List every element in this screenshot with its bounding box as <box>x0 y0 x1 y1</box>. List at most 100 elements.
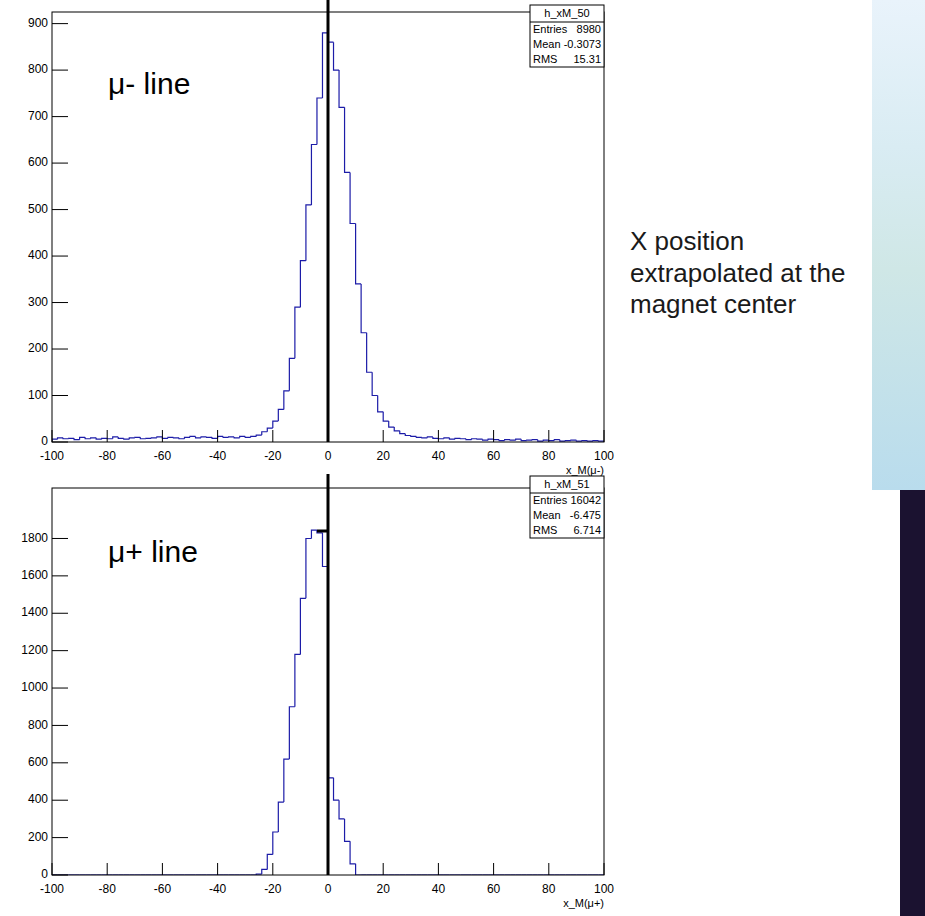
histogram-bin <box>234 436 240 438</box>
y-tick <box>52 302 68 303</box>
y-tick-label: 1200 <box>21 643 48 657</box>
histogram-bin <box>571 440 577 442</box>
histogram-bin <box>510 439 516 441</box>
x-tick-label: 100 <box>594 449 614 463</box>
histogram-bin <box>184 437 190 438</box>
y-tick-label: 600 <box>28 755 48 769</box>
x-tick-label: 100 <box>594 882 614 896</box>
y-tick-label: 1600 <box>21 568 48 582</box>
histogram-bin <box>334 42 340 70</box>
x-tick-label: -40 <box>209 449 227 463</box>
histogram-bin <box>240 436 246 437</box>
x-tick-label: 0 <box>325 882 332 896</box>
histogram-bin <box>267 428 273 432</box>
stats-title: h_xM_50 <box>544 7 589 19</box>
histogram-bin <box>422 437 428 439</box>
x-tick-label: -80 <box>99 882 117 896</box>
histogram-bin <box>262 432 268 435</box>
histogram-bin <box>317 98 323 144</box>
histogram-bin <box>565 440 571 442</box>
histogram-bin <box>543 440 549 442</box>
stats-value: -6.475 <box>570 509 601 521</box>
histogram-bin <box>229 436 235 438</box>
y-tick-label: 200 <box>28 830 48 844</box>
stats-value: 8980 <box>577 23 601 35</box>
y-tick-label: 200 <box>28 341 48 355</box>
histogram-bin <box>394 427 400 431</box>
histogram-bin <box>245 436 251 438</box>
histogram-bin <box>80 437 86 439</box>
stats-title: h_xM_51 <box>544 478 589 490</box>
histogram-bin <box>587 440 593 442</box>
histogram-bin <box>466 438 472 440</box>
histogram-bin <box>345 107 351 172</box>
stats-box <box>530 476 604 538</box>
y-tick <box>52 209 68 210</box>
histogram-bin <box>472 438 478 440</box>
histogram-bin <box>135 437 141 439</box>
x-tick <box>383 430 384 442</box>
background-decoration <box>900 490 925 916</box>
x-tick-label: -60 <box>154 882 172 896</box>
x-tick <box>107 430 108 442</box>
histogram-bin <box>389 421 395 427</box>
x-tick-label: -60 <box>154 449 172 463</box>
x-tick-label: 40 <box>432 449 446 463</box>
x-tick-label: 80 <box>542 882 556 896</box>
histogram-bin <box>278 802 284 832</box>
x-tick-label: -80 <box>99 449 117 463</box>
chart-canvas: 0100200300400500600700800900-100-80-60-4… <box>0 0 925 916</box>
x-tick <box>217 863 218 875</box>
histogram-bin <box>251 436 257 438</box>
histogram-bin <box>140 437 146 438</box>
x-tick <box>438 863 439 875</box>
histogram-bin <box>273 832 279 854</box>
histogram-bin <box>367 333 373 373</box>
histogram-bin <box>196 436 202 437</box>
annotation: μ- line <box>108 67 190 100</box>
histogram-bin <box>107 438 113 440</box>
histogram-bin <box>278 409 284 421</box>
y-tick <box>52 538 68 539</box>
histogram-bin <box>416 436 422 438</box>
x-tick <box>217 430 218 442</box>
stats-label: RMS <box>533 53 557 65</box>
histogram-bin <box>273 421 279 428</box>
histogram-bin <box>521 439 527 440</box>
histogram-bin <box>499 439 505 441</box>
histogram-bin <box>96 438 102 439</box>
x-tick <box>548 430 549 442</box>
x-tick <box>438 430 439 442</box>
x-tick-label: -100 <box>40 882 64 896</box>
x-tick-label: 60 <box>487 882 501 896</box>
histogram-bin <box>345 819 351 841</box>
histogram-bin <box>334 778 340 800</box>
x-tick-label: -40 <box>209 882 227 896</box>
histogram-bin <box>427 436 433 438</box>
histogram-bin <box>560 440 566 441</box>
histogram-bin <box>69 438 75 440</box>
histogram-bin <box>207 436 213 438</box>
histogram-bin <box>113 437 119 439</box>
x-tick <box>604 430 605 442</box>
histogram-bin <box>256 435 262 436</box>
y-tick <box>52 800 68 801</box>
histogram-bin <box>311 530 317 538</box>
x-tick <box>162 430 163 442</box>
x-tick <box>604 863 605 875</box>
histogram-bin <box>311 144 317 204</box>
y-tick <box>52 442 68 443</box>
histogram-bin <box>201 436 207 438</box>
x-tick <box>493 863 494 875</box>
stats-value: -0.3073 <box>564 38 601 50</box>
x-tick <box>272 430 273 442</box>
stats-value: 16042 <box>570 494 601 506</box>
y-tick <box>52 725 68 726</box>
y-tick <box>52 395 68 396</box>
y-tick-label: 600 <box>28 155 48 169</box>
histogram-bin <box>162 437 168 438</box>
histogram-bin <box>527 440 533 442</box>
histogram-bin <box>378 396 384 412</box>
x-tick <box>52 863 53 875</box>
histogram-bin <box>157 436 163 438</box>
